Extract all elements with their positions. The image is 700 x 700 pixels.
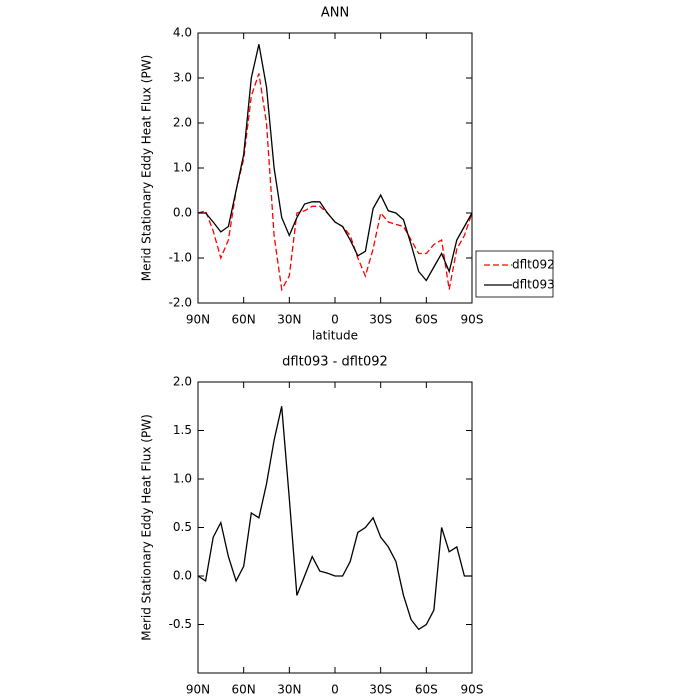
x-tick-label: 60S <box>415 313 438 327</box>
y-tick-label: 0.5 <box>173 520 192 534</box>
x-tick-label: 30S <box>369 313 392 327</box>
y-tick-label: -2.0 <box>169 296 192 310</box>
y-tick-label: 2.0 <box>173 375 192 389</box>
x-tick-label: 60N <box>232 313 256 327</box>
y-axis-label: Merid Stationary Eddy Heat Flux (PW) <box>140 55 154 282</box>
legend-label: dflt093 <box>512 278 555 292</box>
x-axis-label: latitude <box>312 329 358 343</box>
plot-frame <box>197 32 473 304</box>
y-tick-label: 4.0 <box>173 26 192 40</box>
x-tick-label: 0 <box>331 313 339 327</box>
y-tick-label: -1.0 <box>169 251 192 265</box>
x-tick-label: 90S <box>461 683 484 697</box>
x-axis-label: latitude <box>312 699 358 700</box>
x-tick-label: 30N <box>277 683 301 697</box>
x-tick-label: 90N <box>186 683 210 697</box>
x-tick-label: 60N <box>232 683 256 697</box>
x-tick-label: 30S <box>369 683 392 697</box>
y-tick-label: 3.0 <box>173 71 192 85</box>
chart-title: ANN <box>321 6 349 21</box>
y-tick-label: 1.0 <box>173 472 192 486</box>
y-tick-label: 0.0 <box>173 569 192 583</box>
data-line <box>198 44 473 282</box>
y-tick-label: 1.5 <box>173 423 192 437</box>
x-tick-label: 0 <box>331 683 339 697</box>
x-tick-label: 90S <box>461 313 484 327</box>
chart-title: dflt093 - dflt092 <box>282 355 388 370</box>
plot-frame <box>197 381 473 674</box>
legend-label: dflt092 <box>512 258 555 272</box>
legend-box <box>475 250 554 298</box>
data-line <box>197 406 472 631</box>
y-tick-label: 1.0 <box>173 161 192 175</box>
y-tick-label: -0.5 <box>169 617 192 631</box>
x-tick-label: 30N <box>277 313 301 327</box>
data-line <box>197 73 473 292</box>
x-tick-label: 60S <box>415 683 438 697</box>
y-axis-label: Merid Stationary Eddy Heat Flux (PW) <box>140 414 154 641</box>
y-tick-label: 2.0 <box>173 116 192 130</box>
x-tick-label: 90N <box>186 313 210 327</box>
y-tick-label: 0.0 <box>173 206 192 220</box>
